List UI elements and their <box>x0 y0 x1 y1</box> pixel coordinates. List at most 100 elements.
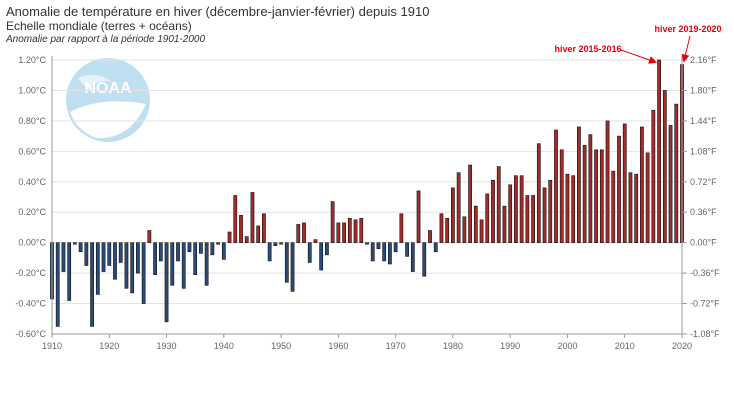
y-tick-label-right: 1.08°F <box>690 146 717 156</box>
annotations: hiver 2015-2016 hiver 2019-2020 <box>554 24 722 64</box>
annotation-label: hiver 2019-2020 <box>654 24 721 34</box>
bar-1989 <box>502 205 507 243</box>
bar-1936 <box>199 242 203 254</box>
y-tick-label-left: 0.40°C <box>18 177 46 187</box>
y-tick-label-right: -0.36°F <box>690 268 720 278</box>
bar-1983 <box>468 164 472 243</box>
bar-1998 <box>554 129 558 243</box>
bar-1948 <box>267 242 272 262</box>
bar-2003 <box>582 144 587 243</box>
bar-1960 <box>336 222 341 243</box>
bar-1994 <box>531 195 535 243</box>
bar-2015 <box>651 109 656 243</box>
y-tick-label-left: -0.40°C <box>15 299 46 309</box>
bar-2013 <box>640 126 644 243</box>
y-tick-label-left: -0.60°C <box>15 329 46 339</box>
bar-1938 <box>210 242 215 256</box>
bar-1972 <box>405 242 409 257</box>
y-tick-label-right: 1.80°F <box>690 85 717 95</box>
bar-1951 <box>284 242 289 283</box>
bar-1975 <box>422 242 427 277</box>
bar-1918 <box>95 242 100 295</box>
bar-1930 <box>164 242 169 323</box>
bar-1999 <box>559 149 564 243</box>
bar-2018 <box>668 125 673 243</box>
bar-1924 <box>130 242 135 294</box>
bar-1934 <box>187 242 192 253</box>
y-tick-label-left: -0.20°C <box>15 268 46 278</box>
bar-2012 <box>634 173 639 243</box>
bar-1929 <box>158 242 163 262</box>
y-tick-label-left: 0.20°C <box>18 207 46 217</box>
logo-text: NOAA <box>84 80 132 97</box>
bar-1987 <box>491 179 495 243</box>
bar-1944 <box>244 236 249 243</box>
y-tick-label-right: -1.08°F <box>690 329 720 339</box>
annotation-arrow <box>620 49 657 64</box>
bar-1954 <box>302 222 306 243</box>
y-tick-label-left: 0.60°C <box>18 146 46 156</box>
chart-header: Anomalie de température en hiver (décemb… <box>6 4 429 46</box>
bar-1976 <box>428 230 432 243</box>
y-tick-label-left: 0.80°C <box>18 116 46 126</box>
x-tick-label: 1930 <box>157 341 177 351</box>
bar-1977 <box>433 242 438 253</box>
x-tick-label: 1990 <box>500 341 520 351</box>
bar-1957 <box>319 242 324 271</box>
tick-labels: 1.20°C 2.16°F 1.00°C 1.80°F 0.80°C 1.44°F 0.60… <box>15 55 720 351</box>
bar-1968 <box>382 242 387 262</box>
x-tick-label: 1950 <box>271 341 291 351</box>
bar-1981 <box>456 172 461 243</box>
bar-1984 <box>473 205 478 243</box>
bar-1991 <box>514 175 518 243</box>
bar-1971 <box>399 213 404 243</box>
bar-1996 <box>542 187 547 243</box>
bar-2004 <box>588 134 593 243</box>
annotation-arrow <box>681 35 691 63</box>
bar-1920 <box>107 242 112 266</box>
bar-1980 <box>451 187 455 243</box>
bar-1955 <box>307 242 312 263</box>
chart-note: Anomalie par rapport à la période 1901-2… <box>6 34 206 45</box>
y-tick-label-right: -0.72°F <box>690 299 720 309</box>
bar-1947 <box>262 213 266 243</box>
bar-1974 <box>416 190 421 243</box>
bar-1973 <box>410 242 415 272</box>
x-tick-label: 2020 <box>672 341 692 351</box>
bar-1966 <box>370 242 375 262</box>
bar-2008 <box>611 170 616 243</box>
bar-1970 <box>393 242 398 253</box>
bar-2011 <box>628 172 633 243</box>
bar-1917 <box>90 242 94 327</box>
bar-2017 <box>662 90 667 243</box>
x-tick-label: 1960 <box>328 341 348 351</box>
bar-1942 <box>233 195 238 243</box>
bar-1992 <box>519 175 524 243</box>
y-tick-label-right: 0.00°F <box>690 238 717 248</box>
bar-1919 <box>101 242 106 272</box>
bar-1915 <box>78 242 83 253</box>
bar-1943 <box>239 214 243 243</box>
bar-1988 <box>496 166 501 243</box>
bar-1956 <box>313 239 318 243</box>
bar-1937 <box>204 242 209 286</box>
bar-1923 <box>124 242 129 289</box>
bar-1931 <box>170 242 175 286</box>
bar-1940 <box>221 242 226 260</box>
x-tick-label: 2000 <box>557 341 577 351</box>
bar-1913 <box>67 242 72 301</box>
noaa-logo: NOAA <box>66 58 150 142</box>
bar-1986 <box>485 193 490 243</box>
bar-1979 <box>445 218 450 243</box>
bar-1962 <box>347 218 352 243</box>
bar-1963 <box>353 219 358 243</box>
bar-2006 <box>599 149 604 243</box>
bar-1958 <box>325 242 329 256</box>
bar-1935 <box>193 242 198 275</box>
bar-2007 <box>605 120 610 243</box>
bar-2014 <box>645 152 650 243</box>
bar-1945 <box>250 192 255 243</box>
bar-1952 <box>290 242 295 292</box>
annotation-label: hiver 2015-2016 <box>554 44 621 54</box>
bar-1982 <box>462 216 467 243</box>
